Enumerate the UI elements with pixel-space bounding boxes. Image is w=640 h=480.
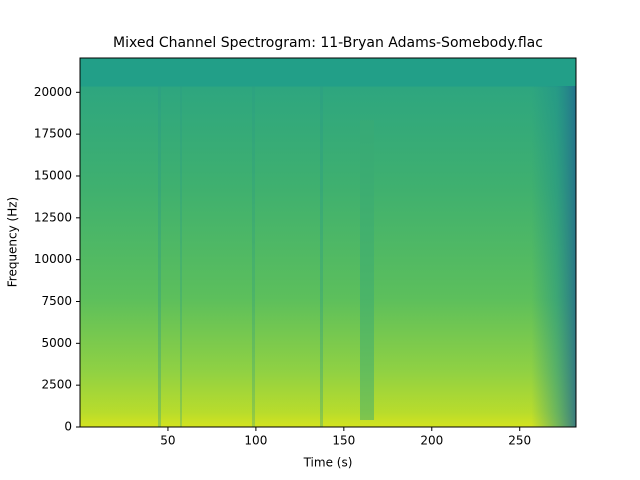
x-tick-label: 200: [420, 434, 443, 448]
x-tick-label: 50: [160, 434, 175, 448]
x-tick-label: 250: [508, 434, 531, 448]
y-tick-label: 20000: [34, 85, 72, 99]
y-tick-label: 2500: [41, 378, 72, 392]
y-axis-label: Frequency (Hz): [6, 197, 20, 288]
y-tick-label: 12500: [34, 210, 72, 224]
x-tick-label: 100: [244, 434, 267, 448]
y-tick-label: 7500: [41, 294, 72, 308]
y-tick-label: 10000: [34, 252, 72, 266]
axes-frame: [79, 57, 577, 428]
chart-title: Mixed Channel Spectrogram: 11-Bryan Adam…: [113, 35, 543, 51]
y-tick-label: 17500: [34, 127, 72, 141]
x-tick-label: 150: [332, 434, 355, 448]
y-tick-label: 0: [64, 420, 72, 434]
y-tick-label: 15000: [34, 168, 72, 182]
x-axis-label: Time (s): [303, 456, 353, 470]
y-tick-label: 5000: [41, 336, 72, 350]
spectrogram-image: [80, 58, 576, 427]
